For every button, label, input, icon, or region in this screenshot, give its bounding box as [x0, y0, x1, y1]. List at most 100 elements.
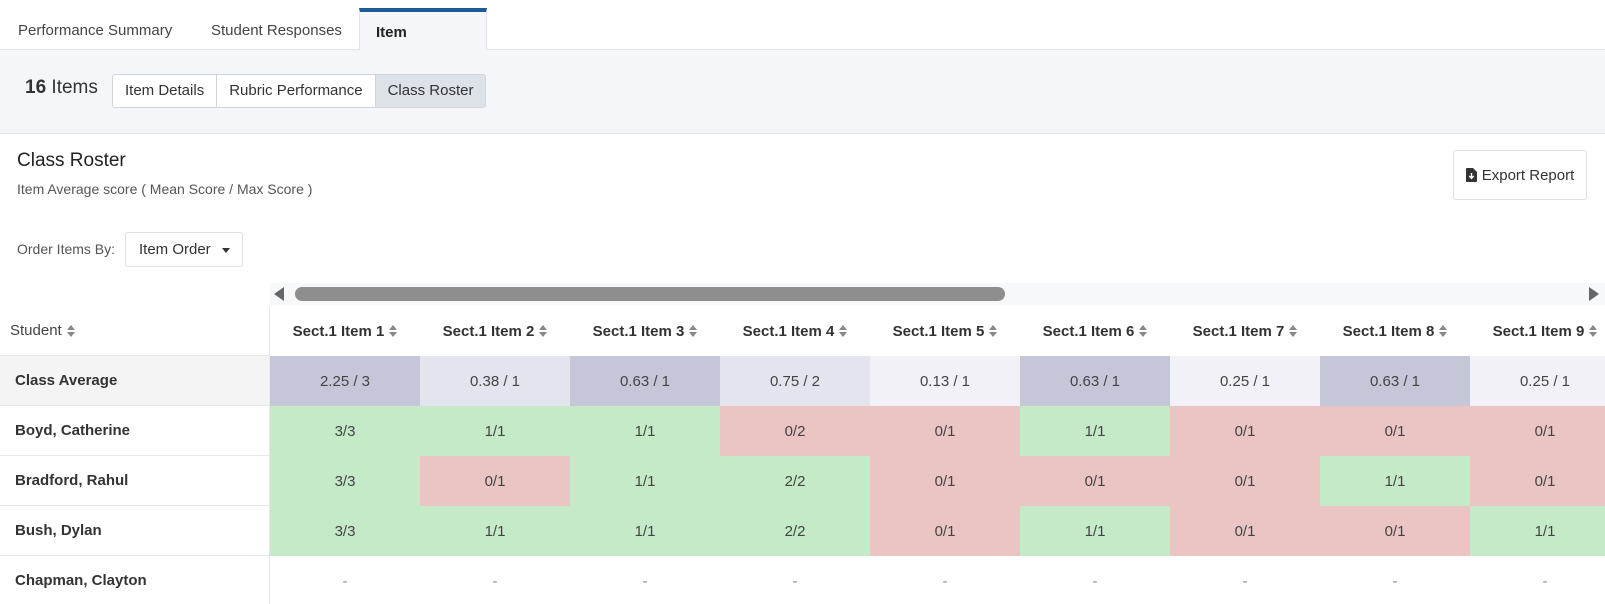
- file-download-icon: [1465, 168, 1477, 182]
- score-cell: 0/1: [1320, 406, 1470, 456]
- class-average-row: Class Average 2.25 / 3 0.38 / 1 0.63 / 1 0.…: [0, 356, 1605, 406]
- student-name[interactable]: Bush, Dylan: [0, 506, 270, 556]
- score-cell: 1/1: [1320, 456, 1470, 506]
- item-column-header[interactable]: Sect.1 Item 4: [720, 306, 870, 356]
- horizontal-scrollbar[interactable]: [270, 283, 1605, 305]
- score-cell: 2/2: [720, 456, 870, 506]
- sort-icon[interactable]: [1289, 325, 1298, 337]
- class-average-cell: 0.13 / 1: [870, 356, 1020, 406]
- student-name[interactable]: Bradford, Rahul: [0, 456, 270, 506]
- sort-icon[interactable]: [539, 325, 548, 337]
- item-column-header[interactable]: Sect.1 Item 6: [1020, 306, 1170, 356]
- student-header-label: Student: [10, 322, 62, 339]
- item-column-label: Sect.1 Item 5: [892, 322, 985, 340]
- score-cell: 0/1: [1020, 456, 1170, 506]
- page-title: Class Roster: [17, 150, 126, 171]
- class-average-cell: 0.63 / 1: [570, 356, 720, 406]
- table-row: Bradford, Rahul 3/3 0/1 1/1 2/2 0/1 0/1 0/1 1/1 0…: [0, 456, 1605, 506]
- export-report-button[interactable]: Export Report: [1453, 150, 1587, 200]
- sort-icon[interactable]: [689, 325, 698, 337]
- score-cell: 1/1: [420, 406, 570, 456]
- class-average-cell: 0.63 / 1: [1320, 356, 1470, 406]
- caret-down-icon: [222, 248, 230, 253]
- sort-icon[interactable]: [1439, 325, 1448, 337]
- class-average-cell: 0.63 / 1: [1020, 356, 1170, 406]
- item-column-label: Sect.1 Item 3: [592, 322, 685, 340]
- class-average-cell: 0.25 / 1: [1470, 356, 1605, 406]
- item-column-header[interactable]: Sect.1 Item 9: [1470, 306, 1605, 356]
- rubric-performance-button[interactable]: Rubric Performance: [217, 75, 376, 107]
- order-items-selected: Item Order: [139, 241, 211, 258]
- table-row: Boyd, Catherine 3/3 1/1 1/1 0/2 0/1 1/1 0/1 0/1 0…: [0, 406, 1605, 456]
- item-column-header[interactable]: Sect.1 Item 5: [870, 306, 1020, 356]
- page-subtitle: Item Average score ( Mean Score / Max Sc…: [17, 181, 313, 197]
- sort-icon[interactable]: [989, 325, 998, 337]
- item-column-header[interactable]: Sect.1 Item 3: [570, 306, 720, 356]
- score-cell: 1/1: [570, 406, 720, 456]
- score-cell: 0/1: [1170, 506, 1320, 556]
- score-cell: -: [1170, 556, 1320, 604]
- table-row: Chapman, Clayton - - - - - - - - -: [0, 556, 1605, 604]
- score-cell: -: [1320, 556, 1470, 604]
- item-analysis-toolbar: 16 Items Item Details Rubric Performance…: [0, 50, 1605, 134]
- score-cell: 1/1: [420, 506, 570, 556]
- sort-icon[interactable]: [839, 325, 848, 337]
- score-cell: 0/1: [870, 506, 1020, 556]
- score-cell: -: [870, 556, 1020, 604]
- score-cell: -: [1470, 556, 1605, 604]
- score-cell: -: [270, 556, 420, 604]
- student-name[interactable]: Boyd, Catherine: [0, 406, 270, 456]
- scrollbar-thumb[interactable]: [295, 287, 1005, 301]
- export-report-label: Export Report: [1481, 166, 1575, 184]
- score-cell: 0/2: [720, 406, 870, 456]
- item-column-label: Sect.1 Item 4: [742, 322, 835, 340]
- tab-student-responses[interactable]: Student Responses: [211, 22, 342, 39]
- student-name[interactable]: Chapman, Clayton: [0, 556, 270, 604]
- items-count-number: 16: [25, 77, 47, 98]
- class-average-cell: 2.25 / 3: [270, 356, 420, 406]
- score-cell: 0/1: [870, 406, 1020, 456]
- item-column-header[interactable]: Sect.1 Item 8: [1320, 306, 1470, 356]
- score-cell: -: [720, 556, 870, 604]
- item-column-header[interactable]: Sect.1 Item 1: [270, 306, 420, 356]
- order-items-label: Order Items By:: [17, 241, 116, 257]
- class-average-cell: 0.38 / 1: [420, 356, 570, 406]
- score-cell: 3/3: [270, 406, 420, 456]
- items-count: 16 Items: [25, 77, 98, 99]
- item-column-header[interactable]: Sect.1 Item 7: [1170, 306, 1320, 356]
- score-cell: 1/1: [1020, 506, 1170, 556]
- score-cell: 0/1: [1320, 506, 1470, 556]
- item-column-label: Sect.1 Item 2: [442, 322, 535, 340]
- score-cell: -: [1020, 556, 1170, 604]
- class-average-cell: 0.75 / 2: [720, 356, 870, 406]
- scroll-left-arrow-icon[interactable]: [274, 287, 284, 301]
- items-count-label: Items: [51, 77, 98, 98]
- class-roster-button[interactable]: Class Roster: [375, 75, 486, 107]
- tab-performance-summary[interactable]: Performance Summary: [18, 22, 173, 39]
- student-column-header[interactable]: Student: [0, 306, 270, 356]
- score-cell: 3/3: [270, 506, 420, 556]
- item-column-header[interactable]: Sect.1 Item 2: [420, 306, 570, 356]
- sort-icon[interactable]: [66, 324, 75, 337]
- tab-item-analysis[interactable]: Item Analysis: [359, 8, 487, 83]
- item-column-label: Sect.1 Item 7: [1192, 322, 1285, 340]
- score-cell: 1/1: [570, 506, 720, 556]
- score-cell: 0/1: [1170, 406, 1320, 456]
- score-cell: 3/3: [270, 456, 420, 506]
- item-column-label: Sect.1 Item 6: [1042, 322, 1135, 340]
- table-row: Bush, Dylan 3/3 1/1 1/1 2/2 0/1 1/1 0/1 0/1 1/1: [0, 506, 1605, 556]
- view-segmented-control: Item Details Rubric Performance Class Ro…: [112, 74, 487, 108]
- item-details-button[interactable]: Item Details: [113, 75, 218, 107]
- order-items-dropdown[interactable]: Item Order: [125, 232, 243, 267]
- sort-icon[interactable]: [1589, 325, 1598, 337]
- score-cell: 1/1: [1020, 406, 1170, 456]
- score-cell: -: [420, 556, 570, 604]
- class-average-cell: 0.25 / 1: [1170, 356, 1320, 406]
- report-tabs: Performance Summary Student Responses It…: [0, 0, 1605, 83]
- score-cell: 2/2: [720, 506, 870, 556]
- score-cell: 0/1: [870, 456, 1020, 506]
- score-cell: 1/1: [1470, 506, 1605, 556]
- scroll-right-arrow-icon[interactable]: [1589, 287, 1599, 301]
- sort-icon[interactable]: [1139, 325, 1148, 337]
- sort-icon[interactable]: [389, 325, 398, 337]
